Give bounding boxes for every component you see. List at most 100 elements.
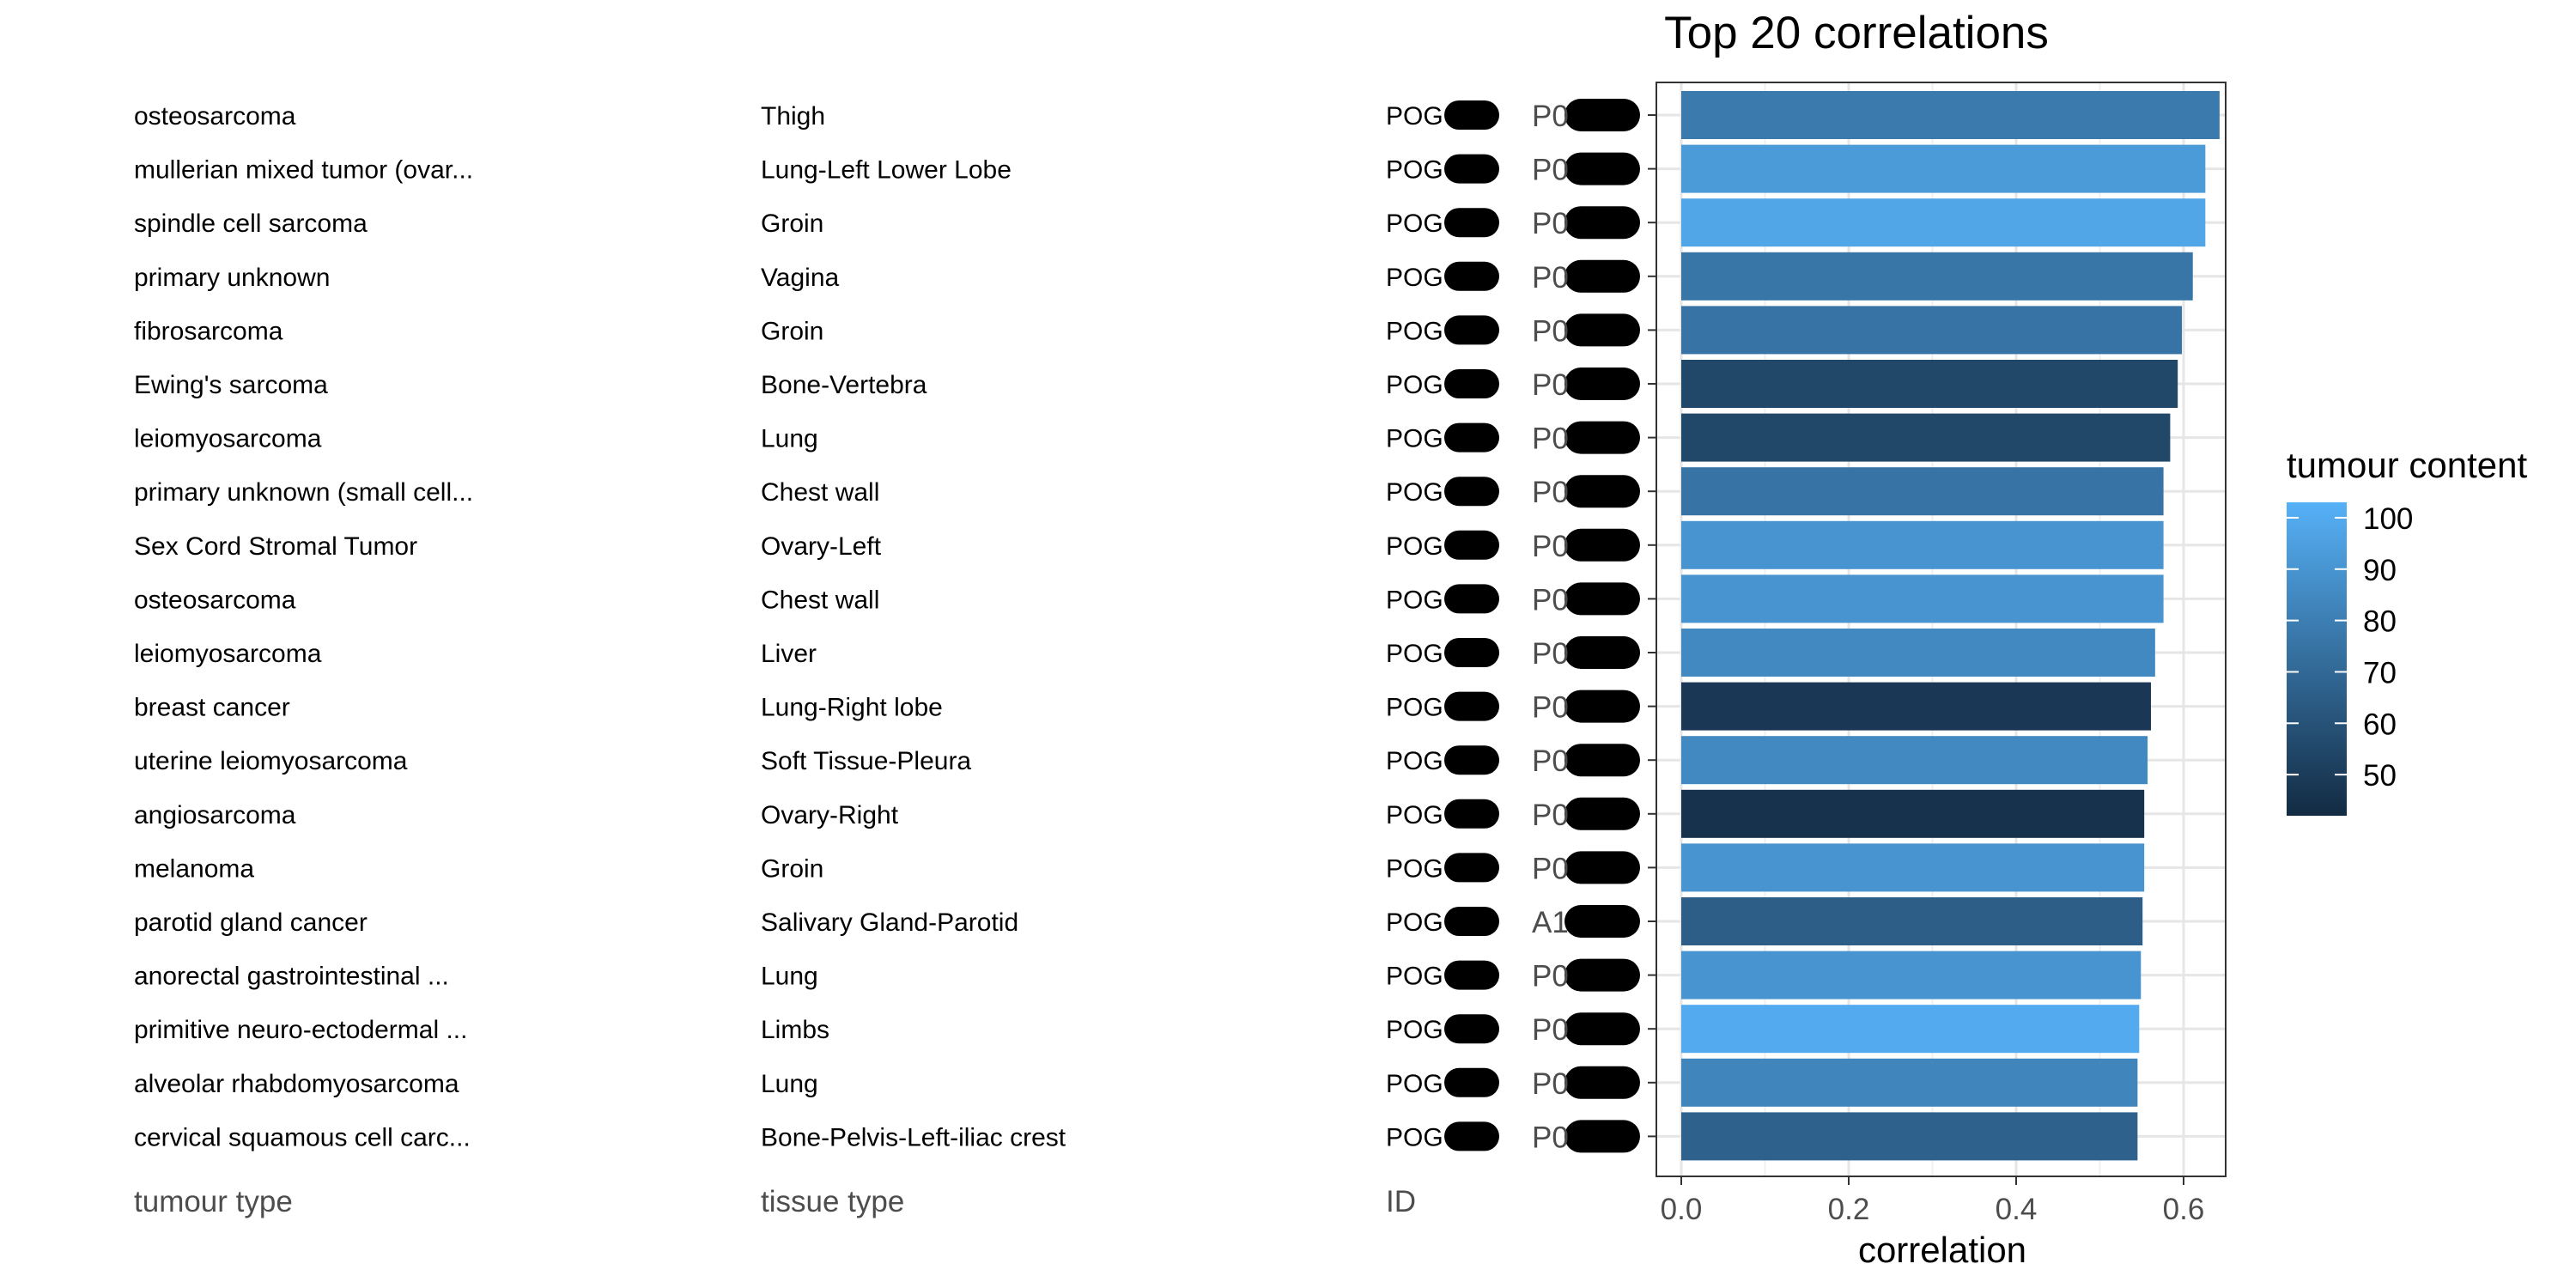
- table-cell-tissue-type: Groin: [761, 210, 823, 238]
- redaction-blob: [1444, 584, 1499, 614]
- table-cell-id: POG: [1386, 586, 1443, 614]
- column-header-tissue-type: tissue type: [761, 1185, 904, 1218]
- redaction-blob: [1564, 582, 1640, 616]
- y-tick-label: P0: [1532, 476, 1569, 509]
- bar-17: [1681, 951, 2142, 999]
- redaction-blob: [1564, 259, 1640, 293]
- redaction-blob: [1564, 690, 1640, 723]
- table-cell-tumour-type: breast cancer: [134, 694, 290, 722]
- redaction-blob: [1564, 744, 1640, 777]
- table-cell-tumour-type: osteosarcoma: [134, 102, 296, 131]
- y-tick-label: P0: [1532, 691, 1569, 725]
- redaction-blob: [1564, 368, 1640, 400]
- redaction-blob: [1444, 799, 1499, 829]
- table-cell-tumour-type: osteosarcoma: [134, 586, 296, 614]
- column-header-tumour-type: tumour type: [134, 1185, 293, 1218]
- redaction-blob: [1444, 100, 1499, 130]
- y-tick-label: P0: [1532, 261, 1569, 295]
- redaction-blob: [1444, 960, 1499, 990]
- redaction-blob: [1444, 477, 1499, 507]
- table-cell-tissue-type: Lung: [761, 963, 818, 991]
- redaction-blob: [1564, 206, 1640, 240]
- table-cell-id: POG: [1386, 640, 1443, 668]
- y-tick-label: P0: [1532, 1067, 1569, 1101]
- redaction-blob: [1444, 315, 1499, 345]
- table-cell-id: POG: [1386, 478, 1443, 507]
- table-cell-tissue-type: Lung-Right lobe: [761, 694, 943, 722]
- bar-12: [1681, 682, 2151, 731]
- redaction-blob: [1444, 853, 1499, 883]
- redaction-blob: [1564, 1012, 1640, 1046]
- y-tick-label: P0: [1532, 1013, 1569, 1047]
- colorbar: [2287, 502, 2347, 816]
- bar-15: [1681, 843, 2145, 892]
- redaction-blob: [1564, 313, 1640, 347]
- colorbar-tick-label: 50: [2363, 759, 2397, 793]
- table-cell-tumour-type: alveolar rhabdomyosarcoma: [134, 1070, 459, 1098]
- sample-table: osteosarcoma Thigh POG mullerian mixed tumo…: [134, 102, 1443, 1151]
- x-tick-label: 0.0: [1661, 1193, 1703, 1226]
- table-cell-tissue-type: Chest wall: [761, 586, 879, 614]
- bar-18: [1681, 1005, 2140, 1054]
- table-cell-tumour-type: fibrosarcoma: [134, 317, 283, 345]
- redaction-blob: [1444, 1014, 1499, 1044]
- bar-10: [1681, 574, 2164, 623]
- table-cell-id: POG: [1386, 963, 1443, 991]
- redaction-blob: [1564, 152, 1640, 185]
- y-tick-label: P0: [1532, 154, 1569, 187]
- table-cell-tissue-type: Ovary-Left: [761, 532, 882, 561]
- bar-3: [1681, 198, 2206, 247]
- table-cell-tissue-type: Chest wall: [761, 478, 879, 507]
- chart-title: Top 20 correlations: [1664, 8, 2049, 58]
- y-tick-label: P0: [1532, 637, 1569, 671]
- bar-20: [1681, 1112, 2138, 1161]
- table-cell-tumour-type: mullerian mixed tumor (ovar...: [134, 156, 473, 185]
- table-cell-tumour-type: spindle cell sarcoma: [134, 210, 368, 238]
- table-cell-tissue-type: Thigh: [761, 102, 825, 131]
- redaction-blob: [1444, 1121, 1499, 1151]
- redaction-blob: [1444, 261, 1499, 291]
- table-cell-id: POG: [1386, 747, 1443, 775]
- table-cell-tissue-type: Groin: [761, 854, 823, 883]
- bar-16: [1681, 897, 2143, 945]
- table-cell-tissue-type: Bone-Vertebra: [761, 371, 927, 399]
- y-tick-label: P0: [1532, 852, 1569, 885]
- bar-9: [1681, 520, 2164, 569]
- table-cell-tissue-type: Vagina: [761, 264, 840, 292]
- redaction-blob: [1444, 907, 1499, 936]
- y-tick-label: P0: [1532, 314, 1569, 348]
- bar-8: [1681, 467, 2164, 516]
- redaction-blob: [1564, 1066, 1640, 1099]
- redaction-blob: [1564, 528, 1640, 562]
- redaction-blob: [1564, 99, 1640, 131]
- y-tick-label: P0: [1532, 422, 1569, 456]
- table-cell-id: POG: [1386, 317, 1443, 345]
- table-cell-id: POG: [1386, 371, 1443, 399]
- table-cell-tumour-type: primary unknown (small cell...: [134, 478, 473, 507]
- bar-19: [1681, 1058, 2138, 1107]
- table-cell-id: POG: [1386, 1016, 1443, 1044]
- table-cell-tissue-type: Ovary-Right: [761, 801, 899, 829]
- redaction-blob: [1564, 421, 1640, 454]
- panel-border: [1656, 82, 2227, 1177]
- table-cell-id: POG: [1386, 102, 1443, 131]
- redaction-blob: [1444, 369, 1499, 398]
- table-cell-tissue-type: Lung-Left Lower Lobe: [761, 156, 1012, 185]
- table-cell-tumour-type: parotid gland cancer: [134, 908, 368, 937]
- redaction-blob: [1564, 958, 1640, 992]
- y-tick-label: P0: [1532, 207, 1569, 240]
- x-tick-label: 0.6: [2163, 1193, 2205, 1226]
- redaction-blob: [1444, 1067, 1499, 1097]
- y-tick-label: P0: [1532, 368, 1569, 402]
- redaction-blob: [1444, 530, 1499, 560]
- table-cell-id: POG: [1386, 801, 1443, 829]
- colorbar-tick-label: 90: [2363, 554, 2397, 587]
- x-tick-label: 0.4: [1996, 1193, 2038, 1226]
- y-tick-label: A1: [1532, 906, 1569, 939]
- table-cell-id: POG: [1386, 532, 1443, 561]
- redaction-blob: [1564, 851, 1640, 884]
- bar-6: [1681, 360, 2178, 408]
- y-tick-label: P0: [1532, 100, 1569, 133]
- plot-panel: 0.0 0.2 0.4 0.6 P0 P0 P0 P0 P0 P0 P0 P0 P0 P0 P0 P0 P0 P0…: [1532, 82, 2227, 1226]
- redaction-blob: [1444, 208, 1499, 238]
